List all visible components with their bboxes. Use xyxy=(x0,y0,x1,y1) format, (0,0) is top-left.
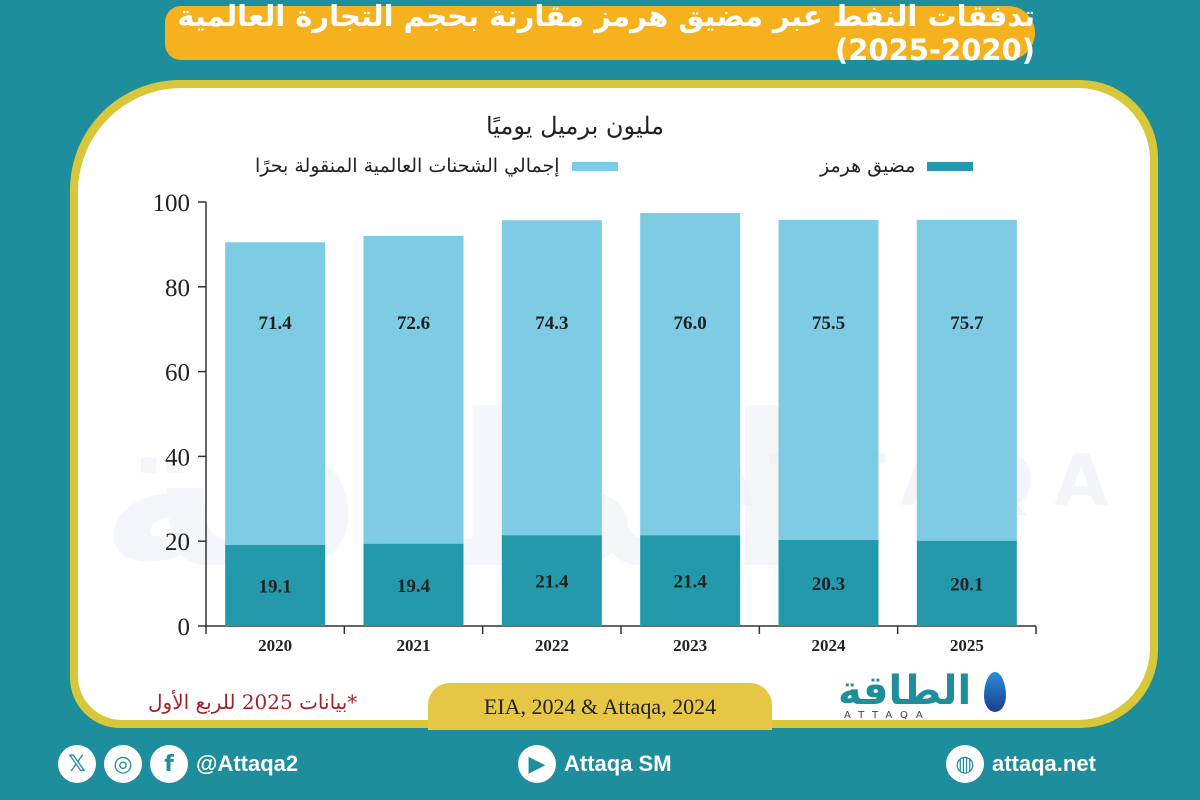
bar-global-2022 xyxy=(501,220,602,536)
x-tick-label-2024: 2024 xyxy=(812,636,847,655)
data-label-hormuz-2024: 20.3 xyxy=(812,574,845,595)
data-label-global-2025: 75.7 xyxy=(950,313,984,334)
website-url[interactable]: attaqa.net xyxy=(992,751,1096,776)
legend-item-hormuz: مضيق هرمز xyxy=(820,152,974,180)
chart-title: تدفقات النفط عبر مضيق هرمز مقارنة بحجم ا… xyxy=(165,0,1035,67)
data-label-global-2020: 71.4 xyxy=(259,313,293,334)
bar-global-2024 xyxy=(778,219,879,540)
instagram-icon[interactable]: ◎ xyxy=(104,745,142,783)
bar-global-2025 xyxy=(916,219,1017,541)
unit-label: مليون برميل يوميًا xyxy=(485,112,664,140)
y-tick-label: 100 xyxy=(153,190,191,217)
data-label-hormuz-2020: 19.1 xyxy=(259,577,292,598)
x-tick-label-2021: 2021 xyxy=(397,636,431,655)
social-handle[interactable]: @Attaqa2 xyxy=(196,751,299,776)
bar-hormuz-2021 xyxy=(363,543,464,626)
bar-hormuz-2022 xyxy=(501,535,602,626)
bar-hormuz-2024 xyxy=(778,539,879,626)
logo-text: الطاقة xyxy=(838,668,972,714)
drop-icon xyxy=(984,672,1006,712)
y-tick-label: 20 xyxy=(165,529,190,556)
y-tick-label: 60 xyxy=(165,360,190,387)
data-label-hormuz-2021: 19.4 xyxy=(397,576,431,597)
y-tick-label: 40 xyxy=(165,444,190,471)
attaqa-logo: الطاقة ATTAQA xyxy=(838,668,1018,722)
x-tick-label-2025: 2025 xyxy=(950,636,984,655)
source-box: EIA, 2024 & Attaqa, 2024 xyxy=(428,683,772,730)
logo-sub: ATTAQA xyxy=(844,710,931,721)
data-label-hormuz-2022: 21.4 xyxy=(535,572,569,593)
youtube-link: ▶ Attaqa SM xyxy=(518,742,672,786)
y-tick-label: 0 xyxy=(178,614,191,641)
bar-hormuz-2025 xyxy=(916,540,1017,626)
data-label-global-2024: 75.5 xyxy=(812,313,845,334)
x-tick-label-2022: 2022 xyxy=(535,636,569,655)
legend-label-hormuz: مضيق هرمز xyxy=(820,155,916,177)
youtube-handle[interactable]: Attaqa SM xyxy=(564,751,672,776)
x-tick-label-2020: 2020 xyxy=(258,636,292,655)
bar-hormuz-2020 xyxy=(225,545,326,626)
legend-swatch-hormuz xyxy=(927,161,974,171)
data-label-global-2023: 76.0 xyxy=(674,313,707,334)
data-label-global-2022: 74.3 xyxy=(535,313,568,334)
bar-global-2020 xyxy=(225,242,326,546)
legend-swatch-global xyxy=(571,161,618,171)
bar-global-2021 xyxy=(363,235,464,544)
bar-hormuz-2023 xyxy=(640,535,741,626)
social-links: 𝕏 ◎ f @Attaqa2 xyxy=(58,742,298,786)
legend-item-global: إجمالي الشحنات العالمية المنقولة بحرًا xyxy=(255,152,618,180)
source-text: EIA, 2024 & Attaqa, 2024 xyxy=(483,693,717,719)
website-link: ◍ attaqa.net xyxy=(946,742,1096,786)
y-tick-label: 80 xyxy=(165,275,190,302)
data-label-global-2021: 72.6 xyxy=(397,313,430,334)
footnote: *بيانات 2025 للربع الأول xyxy=(148,690,358,714)
bar-global-2023 xyxy=(640,213,741,536)
youtube-icon[interactable]: ▶ xyxy=(518,745,556,783)
globe-icon[interactable]: ◍ xyxy=(946,745,984,783)
x-icon[interactable]: 𝕏 xyxy=(58,745,96,783)
data-label-hormuz-2023: 21.4 xyxy=(674,572,708,593)
x-tick-label-2023: 2023 xyxy=(673,636,707,655)
legend-label-global: إجمالي الشحنات العالمية المنقولة بحرًا xyxy=(255,155,560,177)
facebook-icon[interactable]: f xyxy=(150,745,188,783)
data-label-hormuz-2025: 20.1 xyxy=(950,574,983,595)
